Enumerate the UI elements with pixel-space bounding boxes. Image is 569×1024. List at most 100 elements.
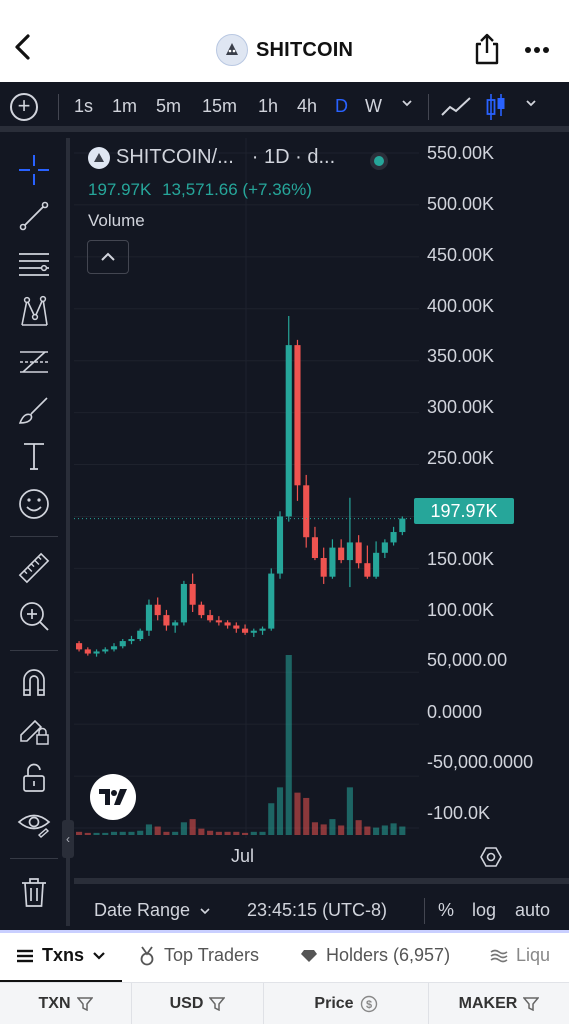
candle-body: [180, 583, 187, 623]
legend-collapse-button[interactable]: [87, 240, 129, 274]
fib-retracement-tool[interactable]: [14, 342, 54, 382]
column-header-label: MAKER: [458, 995, 518, 1012]
add-indicator-button[interactable]: +: [10, 93, 38, 121]
tab-liquidity[interactable]: Liqu: [490, 945, 550, 966]
candle-body: [399, 518, 406, 533]
timeframe-4h[interactable]: 4h: [297, 96, 318, 116]
visibility-tool[interactable]: [14, 804, 54, 844]
crosshair-icon: [19, 155, 49, 185]
tab-label: Holders (6,957): [326, 945, 451, 965]
line-chart-icon[interactable]: [440, 95, 472, 119]
column-header-label: USD: [169, 995, 204, 1012]
tab-txns[interactable]: Txns: [16, 945, 106, 966]
price-axis-label: 150.00K: [427, 549, 495, 569]
tab-top-traders[interactable]: Top Traders: [138, 945, 259, 966]
price-axis-label: 300.00K: [427, 397, 495, 417]
volume-bar: [338, 825, 345, 835]
candle-body: [93, 651, 100, 654]
log-toggle[interactable]: log: [472, 900, 497, 920]
fib-retracement-icon: [20, 351, 48, 373]
horizontal-lines-tool[interactable]: [14, 244, 54, 284]
candle-body: [259, 628, 266, 631]
candles-chart-icon[interactable]: [484, 92, 508, 122]
coin-title: SHITCOIN: [256, 38, 354, 61]
more-options-button[interactable]: [524, 36, 552, 64]
trend-line-tool[interactable]: [14, 196, 54, 236]
candle-body: [276, 516, 284, 574]
unlock-icon: [23, 763, 45, 792]
collapse-tools-button[interactable]: ‹: [62, 820, 74, 858]
measure-tool[interactable]: [14, 548, 54, 588]
volume-bar: [84, 832, 91, 835]
legend-interval[interactable]: · 1D · d...: [251, 146, 336, 168]
volume-bar: [311, 822, 319, 835]
tab-label: Top Traders: [164, 945, 260, 965]
tools-divider: [10, 536, 58, 537]
price-axis-label: 250.00K: [427, 448, 495, 468]
text-tool[interactable]: [14, 436, 54, 476]
price-chart[interactable]: [74, 138, 569, 878]
candle-body: [320, 558, 327, 577]
volume-bar: [285, 655, 292, 835]
clock-readout[interactable]: 23:45:15 (UTC-8): [247, 900, 388, 920]
column-header-txn[interactable]: TXN: [0, 983, 132, 1024]
volume-bar: [224, 831, 231, 835]
volume-bar: [154, 826, 161, 835]
auto-toggle[interactable]: auto: [515, 900, 551, 920]
column-header-usd[interactable]: USD: [132, 983, 264, 1024]
filter-icon[interactable]: [209, 997, 226, 1011]
magnet-tool[interactable]: [14, 662, 54, 702]
date-range-button[interactable]: Date Range: [94, 900, 211, 921]
candle-body: [128, 639, 135, 642]
timeframe-chevron-down-icon[interactable]: [400, 96, 414, 113]
volume-bar: [329, 819, 336, 835]
candle-body: [268, 573, 275, 629]
volume-bar: [294, 792, 301, 835]
candle-body: [215, 620, 222, 623]
timeframe-1h[interactable]: 1h: [258, 96, 279, 116]
timeframe-1s[interactable]: 1s: [74, 96, 94, 116]
share-button[interactable]: [474, 33, 500, 65]
dollar-circle-icon[interactable]: $: [360, 995, 378, 1013]
candle-body: [154, 604, 161, 616]
brush-tool[interactable]: [14, 390, 54, 430]
timeframe-15m[interactable]: 15m: [202, 96, 238, 116]
bottom-bar-divider: [424, 898, 425, 924]
timeframe-w[interactable]: W: [365, 96, 382, 116]
legend-coin-icon: [88, 146, 110, 169]
app-header: SHITCOIN: [0, 0, 569, 82]
timeframe-1m[interactable]: 1m: [112, 96, 138, 116]
filter-icon[interactable]: [76, 997, 93, 1011]
chart-type-chevron-down-icon[interactable]: [524, 96, 538, 113]
lock-all-tool[interactable]: [14, 758, 54, 798]
legend-symbol[interactable]: SHITCOIN/...: [116, 146, 234, 168]
volume-bar: [145, 824, 153, 835]
tradingview-logo-icon[interactable]: [90, 774, 136, 820]
chart-settings-icon[interactable]: [480, 846, 502, 868]
lock-drawing-tool[interactable]: [14, 710, 54, 750]
percent-toggle[interactable]: %: [438, 900, 455, 920]
column-header-price[interactable]: Price $: [264, 983, 429, 1024]
crosshair-tool[interactable]: [14, 150, 54, 190]
tab-label: Liqu: [516, 945, 551, 965]
emoji-tool[interactable]: [14, 484, 54, 524]
candle-body: [224, 622, 231, 626]
volume-bar: [303, 797, 310, 835]
column-header-maker[interactable]: MAKER: [429, 983, 569, 1024]
candle-body: [233, 625, 240, 629]
timeframe-5m[interactable]: 5m: [156, 96, 182, 116]
volume-legend-label[interactable]: Volume: [88, 211, 145, 230]
tab-holders[interactable]: Holders (6,957): [300, 945, 450, 966]
delete-drawings-tool[interactable]: [14, 872, 54, 912]
medal-icon: [140, 945, 154, 965]
pattern-tool[interactable]: [14, 292, 54, 332]
timeframe-d[interactable]: D: [335, 96, 348, 116]
candle-body: [207, 615, 214, 621]
filter-icon[interactable]: [523, 997, 540, 1011]
zoom-in-tool[interactable]: [14, 596, 54, 636]
volume-bar: [215, 831, 222, 835]
volume-bar: [320, 824, 327, 835]
price-axis-label: 50,000.00: [427, 650, 508, 670]
price-axis-label: 100.00K: [427, 600, 495, 620]
back-button[interactable]: [12, 32, 42, 68]
